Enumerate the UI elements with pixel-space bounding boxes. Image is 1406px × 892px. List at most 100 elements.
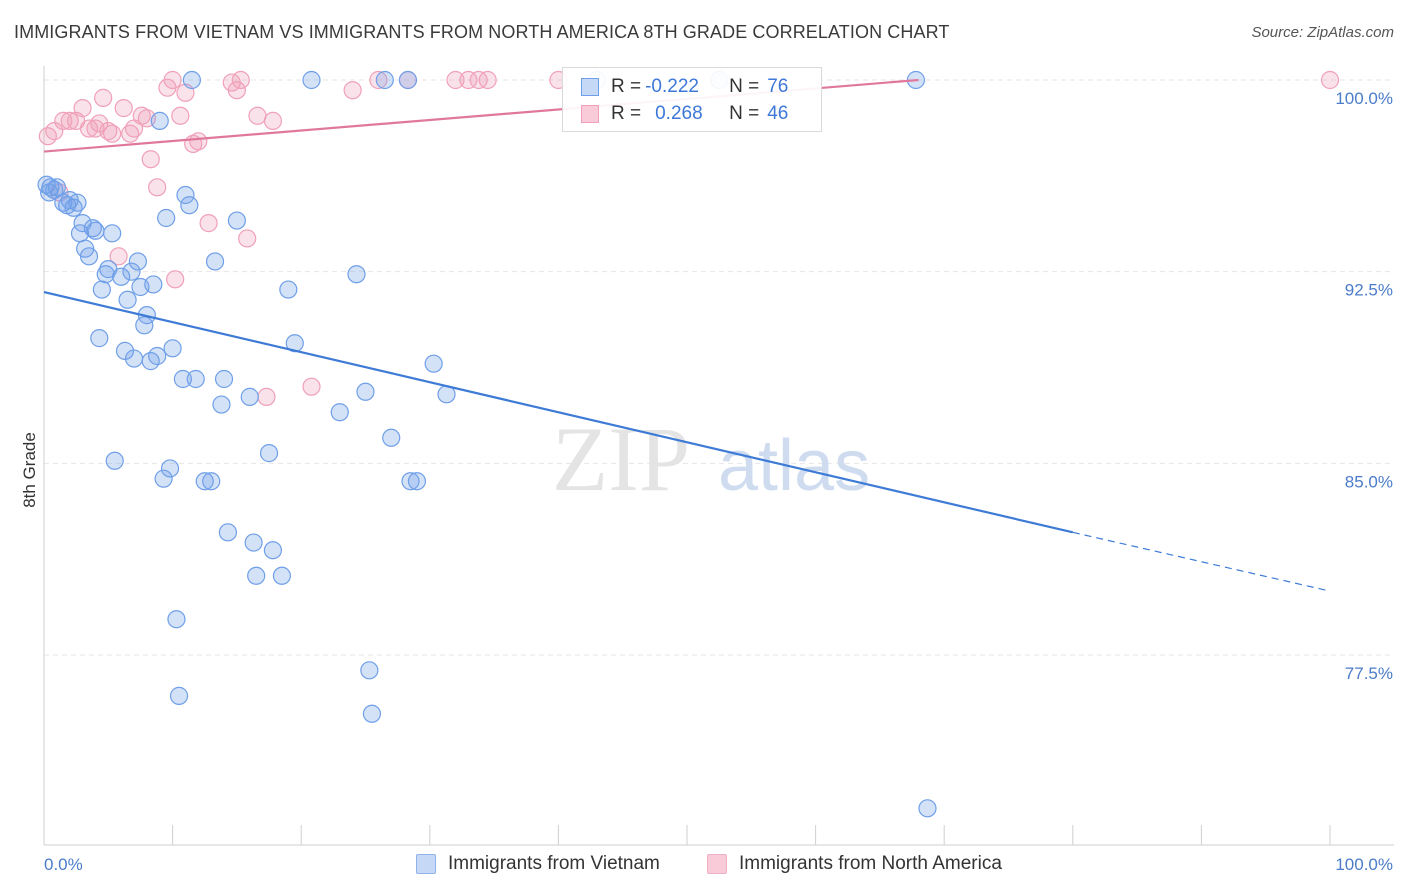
legend-row-north-america: R = 0.268 N = 46 [581,102,788,126]
point-north-america [148,178,167,197]
point-vietnam [240,387,259,406]
y-tick-label: 77.5% [1345,664,1393,683]
legend-swatch-pink [581,105,599,123]
point-vietnam [302,70,321,90]
point-north-america [446,70,465,90]
point-north-america [227,81,246,100]
point-vietnam [244,533,263,552]
legend-n-value: 76 [767,76,789,97]
point-north-america [231,70,250,90]
point-vietnam [263,541,283,560]
point-north-america [141,150,160,169]
point-vietnam [279,280,298,299]
point-north-america [166,270,185,289]
point-north-america [1320,70,1340,90]
legend-row-vietnam: R = -0.222 N = 76 [581,75,788,99]
legend-item-vietnam[interactable]: Immigrants from Vietnam [416,853,660,875]
point-north-america [302,377,321,396]
legend-r-value: 0.268 [655,103,703,124]
point-north-america [132,106,151,125]
point-vietnam [124,349,144,368]
point-vietnam [180,196,199,215]
point-north-america [54,111,73,130]
watermark: ZIP atlas [552,408,870,510]
point-north-america [109,247,128,266]
y-tick-labels: 77.5% 85.0% 92.5% 100.0% [1335,89,1393,683]
point-north-america [257,387,276,406]
point-vietnam [186,369,205,389]
point-vietnam [79,247,99,266]
point-north-america [478,70,497,90]
legend-label-north-america: Immigrants from North America [739,853,1002,874]
point-vietnam [169,686,189,705]
point-vietnam [356,382,375,401]
point-vietnam [103,224,122,243]
legend-item-north-america[interactable]: Immigrants from North America [707,853,1002,875]
x-tick-label: 0.0% [44,855,83,874]
point-vietnam [144,275,163,294]
series-legend: Immigrants from Vietnam Immigrants from … [0,851,1406,879]
point-vietnam [362,704,382,723]
point-vietnam [227,211,246,230]
watermark-zip: ZIP [552,408,690,510]
axes [43,66,1394,846]
point-vietnam [157,208,176,228]
point-north-america [189,132,208,151]
point-vietnam [150,111,169,130]
point-vietnam [83,219,102,238]
point-vietnam [214,369,234,389]
point-north-america [171,106,190,125]
point-north-america [60,111,79,130]
y-tick-label: 92.5% [1345,281,1393,300]
point-vietnam [330,403,349,422]
point-vietnam [375,70,394,90]
point-north-america [163,70,182,90]
legend-r-label: R = [611,76,642,97]
point-north-america [103,124,122,143]
point-vietnam [47,178,66,197]
trend-line-vietnam-extrapolated [1072,531,1331,592]
point-north-america [199,214,218,233]
grid-lines [44,79,1394,656]
chart-title: IMMIGRANTS FROM VIETNAM VS IMMIGRANTS FR… [14,22,950,42]
point-vietnam [118,290,137,309]
point-vietnam [173,369,192,389]
legend-swatch-pink [707,854,727,874]
point-north-america [238,229,257,248]
point-vietnam [182,70,201,90]
legend-swatch-blue [416,854,436,874]
point-vietnam [148,346,167,366]
correlation-legend: R = -0.222 N = 76 R = 0.268 N = 46 [562,67,822,132]
legend-n-label: N = [729,103,760,124]
legend-swatch-blue [581,78,599,96]
point-north-america [459,70,478,90]
point-vietnam [92,280,111,299]
legend-label-vietnam: Immigrants from Vietnam [448,853,660,874]
trend-lines [43,78,1331,592]
watermark-atlas: atlas [718,426,870,506]
legend-n-label: N = [729,76,760,97]
point-vietnam [96,265,115,284]
point-vietnam [167,610,186,629]
source-note: Source: ZipAtlas.com [1251,24,1394,41]
point-vietnam [128,252,147,271]
point-vietnam [202,472,221,491]
point-vietnam [45,180,64,199]
point-vietnam [259,444,279,463]
point-vietnam [401,472,420,491]
y-tick-label: 85.0% [1345,472,1393,491]
point-vietnam [272,566,292,585]
x-tick-label: 100.0% [1335,855,1393,874]
point-vietnam [360,661,379,680]
x-tick-labels: 0.0% 100.0% [44,855,1393,874]
point-vietnam [86,221,105,240]
point-north-america [79,119,99,138]
point-vietnam [398,70,418,90]
point-vietnam [218,523,237,542]
series-north-america-points [38,70,1340,406]
point-vietnam [347,265,366,284]
point-north-america [263,111,283,130]
y-tick-label: 100.0% [1335,89,1393,108]
legend-r-label: R = [611,103,642,124]
point-vietnam [154,469,173,488]
